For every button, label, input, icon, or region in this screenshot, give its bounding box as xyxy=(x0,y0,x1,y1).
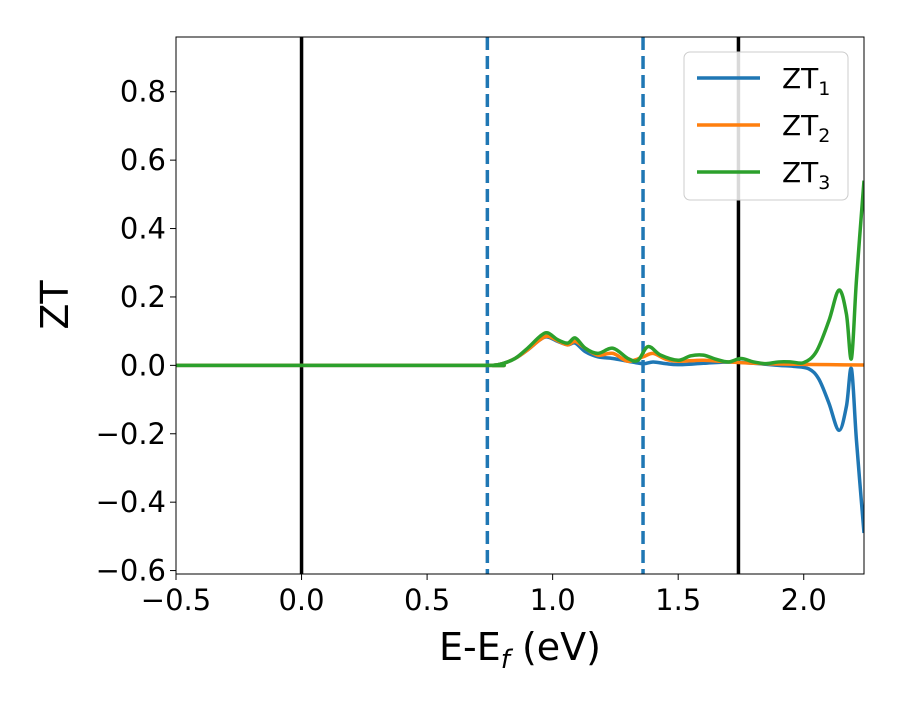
x-tick-label: 0.0 xyxy=(278,583,324,617)
plot-frame xyxy=(175,36,865,575)
legend: ZT1 ZT2 ZT3 xyxy=(683,51,849,201)
series-line-zt3 xyxy=(176,180,864,368)
y-tick-label: −0.4 xyxy=(96,485,166,519)
y-tick-label: −0.6 xyxy=(96,554,166,588)
y-tick-label: 0.8 xyxy=(120,75,166,109)
legend-label-zt1: ZT1 xyxy=(782,62,830,100)
x-tick-label: 2.0 xyxy=(781,583,827,617)
x-tick-label: −0.5 xyxy=(141,583,211,617)
y-axis-ticks: −0.6 −0.4 −0.2 0.0 0.2 0.4 0.6 0.8 xyxy=(96,75,176,588)
x-axis-label: E-Ef (eV) xyxy=(439,625,601,675)
reference-lines xyxy=(299,37,741,574)
y-tick-label: −0.2 xyxy=(96,417,166,451)
series-lines xyxy=(176,180,864,534)
y-tick-label: 0.0 xyxy=(120,348,166,382)
x-tick-label: 1.5 xyxy=(655,583,701,617)
legend-label-zt2: ZT2 xyxy=(782,109,830,147)
x-axis-ticks: −0.5 0.0 0.5 1.0 1.5 2.0 xyxy=(141,574,827,617)
y-tick-label: 0.2 xyxy=(120,280,166,314)
x-tick-label: 1.0 xyxy=(530,583,576,617)
legend-box xyxy=(683,51,849,201)
x-tick-label: 0.5 xyxy=(404,583,450,617)
y-axis-label: ZT xyxy=(33,280,77,330)
y-tick-label: 0.6 xyxy=(120,143,166,177)
legend-label-zt3: ZT3 xyxy=(782,156,830,194)
y-tick-label: 0.4 xyxy=(120,212,166,246)
series-line-zt2 xyxy=(176,334,864,368)
